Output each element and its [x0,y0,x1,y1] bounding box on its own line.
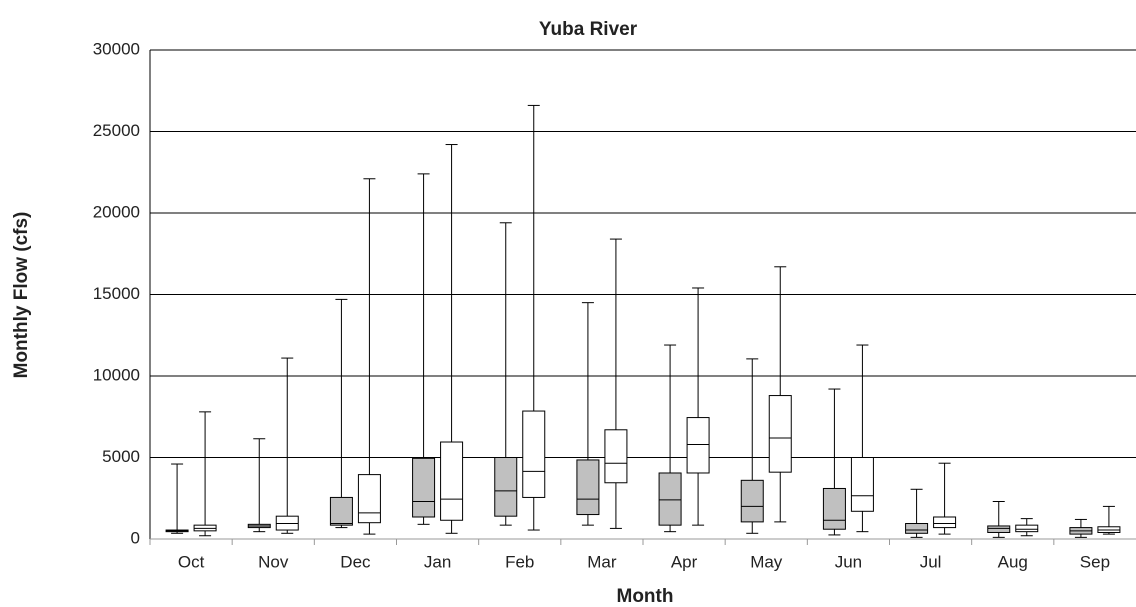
y-tick-label: 15000 [93,284,140,303]
box [658,472,682,526]
box [576,459,600,516]
y-tick-label: 20000 [93,202,140,221]
x-tick-label: Oct [178,552,205,571]
x-tick-label: Sep [1080,552,1110,571]
x-tick-label: Aug [998,552,1028,571]
x-tick-label: Apr [671,552,698,571]
x-tick-label: Jan [424,552,451,571]
y-tick-label: 10000 [93,365,140,384]
y-tick-label: 30000 [93,39,140,58]
box [604,429,628,484]
box [494,457,518,517]
x-tick-label: Feb [505,552,534,571]
box [768,395,792,473]
x-axis-label: Month [617,586,674,607]
box [686,417,710,474]
y-axis-label: Monthly Flow (cfs) [11,212,32,379]
box [933,516,957,529]
box [357,474,381,524]
y-tick-label: 25000 [93,121,140,140]
box [440,441,464,521]
chart-title: Yuba River [539,19,638,40]
box [1015,524,1039,533]
y-tick-label: 5000 [102,447,140,466]
box [522,410,546,498]
x-tick-label: Dec [340,552,371,571]
x-tick-label: Jul [920,552,942,571]
x-tick-label: May [750,552,783,571]
box [412,457,436,518]
x-tick-label: Nov [258,552,289,571]
box [987,525,1011,533]
box [850,457,874,512]
box [905,523,929,534]
x-tick-label: Mar [587,552,617,571]
box [740,479,764,523]
box [329,496,353,526]
x-tick-label: Jun [835,552,862,571]
box [822,487,846,530]
y-tick-label: 0 [131,528,140,547]
